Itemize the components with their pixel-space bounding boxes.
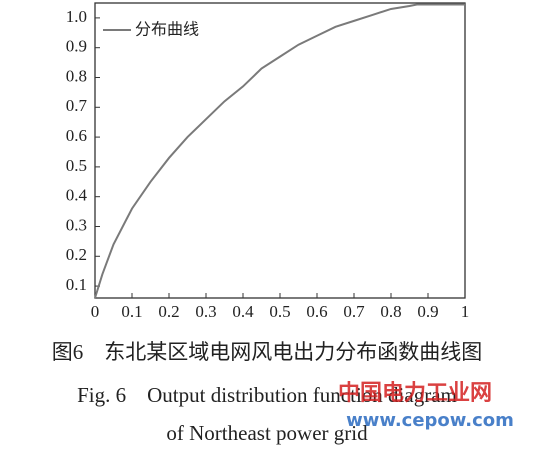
x-tick-label: 0.2 [158, 302, 179, 321]
x-tick-label: 0.9 [417, 302, 438, 321]
x-tick-label: 1 [461, 302, 470, 321]
x-tick-label: 0.3 [195, 302, 216, 321]
watermark-url: www.cepow.com [346, 410, 514, 431]
y-tick-label: 0.8 [66, 66, 87, 85]
legend-label: 分布曲线 [135, 20, 199, 39]
y-tick-label: 0.9 [66, 37, 87, 56]
x-tick-label: 0 [91, 302, 100, 321]
y-tick-label: 0.1 [66, 275, 87, 294]
y-tick-label: 1.0 [66, 7, 87, 26]
caption-en: of Northeast power grid [166, 421, 368, 445]
watermark-name: 中国电力工业网 [338, 381, 492, 406]
caption-cn: 图6 东北某区域电网风电出力分布函数曲线图 [52, 340, 483, 364]
y-tick-label: 0.3 [66, 215, 87, 234]
y-tick-label: 0.7 [66, 96, 88, 115]
x-tick-label: 0.8 [380, 302, 401, 321]
series-line [94, 3, 465, 299]
y-tick-label: 0.4 [66, 186, 88, 205]
x-tick-label: 0.6 [306, 302, 327, 321]
x-tick-label: 0.7 [343, 302, 365, 321]
y-tick-label: 0.6 [66, 126, 87, 145]
x-tick-label: 0.4 [232, 302, 254, 321]
caption-en: Fig. 6 Output distribution function diag… [77, 383, 457, 407]
x-tick-label: 0.1 [121, 302, 142, 321]
y-tick-label: 0.2 [66, 245, 87, 264]
x-tick-label: 0.5 [269, 302, 290, 321]
y-tick-label: 0.5 [66, 156, 87, 175]
plot-frame [94, 2, 466, 299]
